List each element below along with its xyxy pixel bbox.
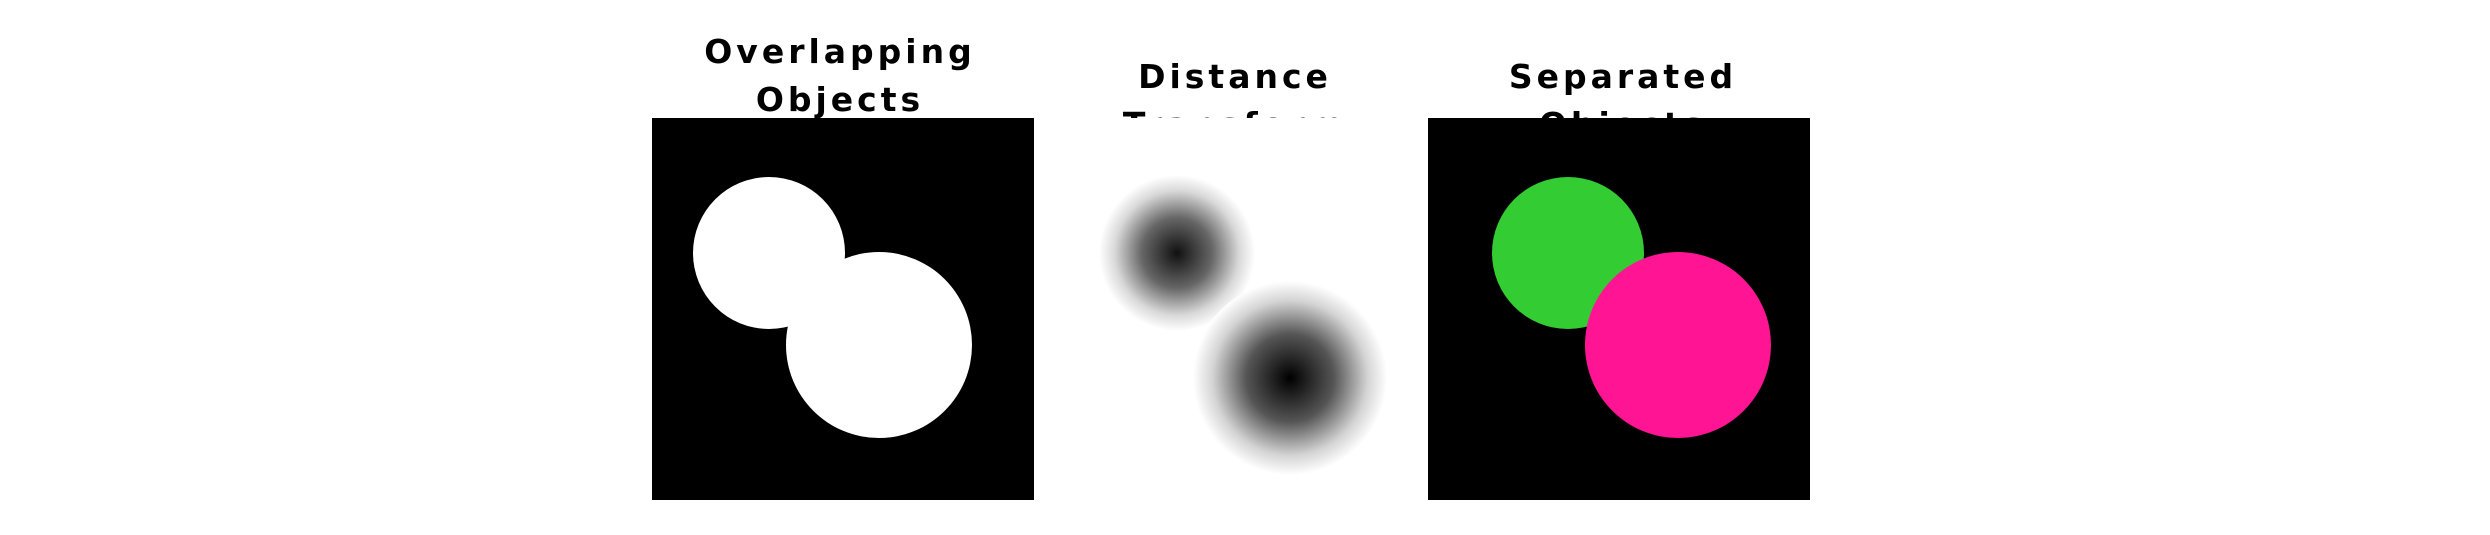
pink-object <box>1585 252 1771 438</box>
distance-large-peak <box>1193 281 1387 475</box>
overlapping-objects-title: Overlapping Objects <box>704 32 976 119</box>
overlapping-objects-image <box>652 118 1034 500</box>
distance-small-peak <box>1099 175 1255 331</box>
separated-objects-image <box>1428 118 1810 500</box>
large-object <box>786 252 972 438</box>
distance-transform-image <box>1040 118 1422 500</box>
